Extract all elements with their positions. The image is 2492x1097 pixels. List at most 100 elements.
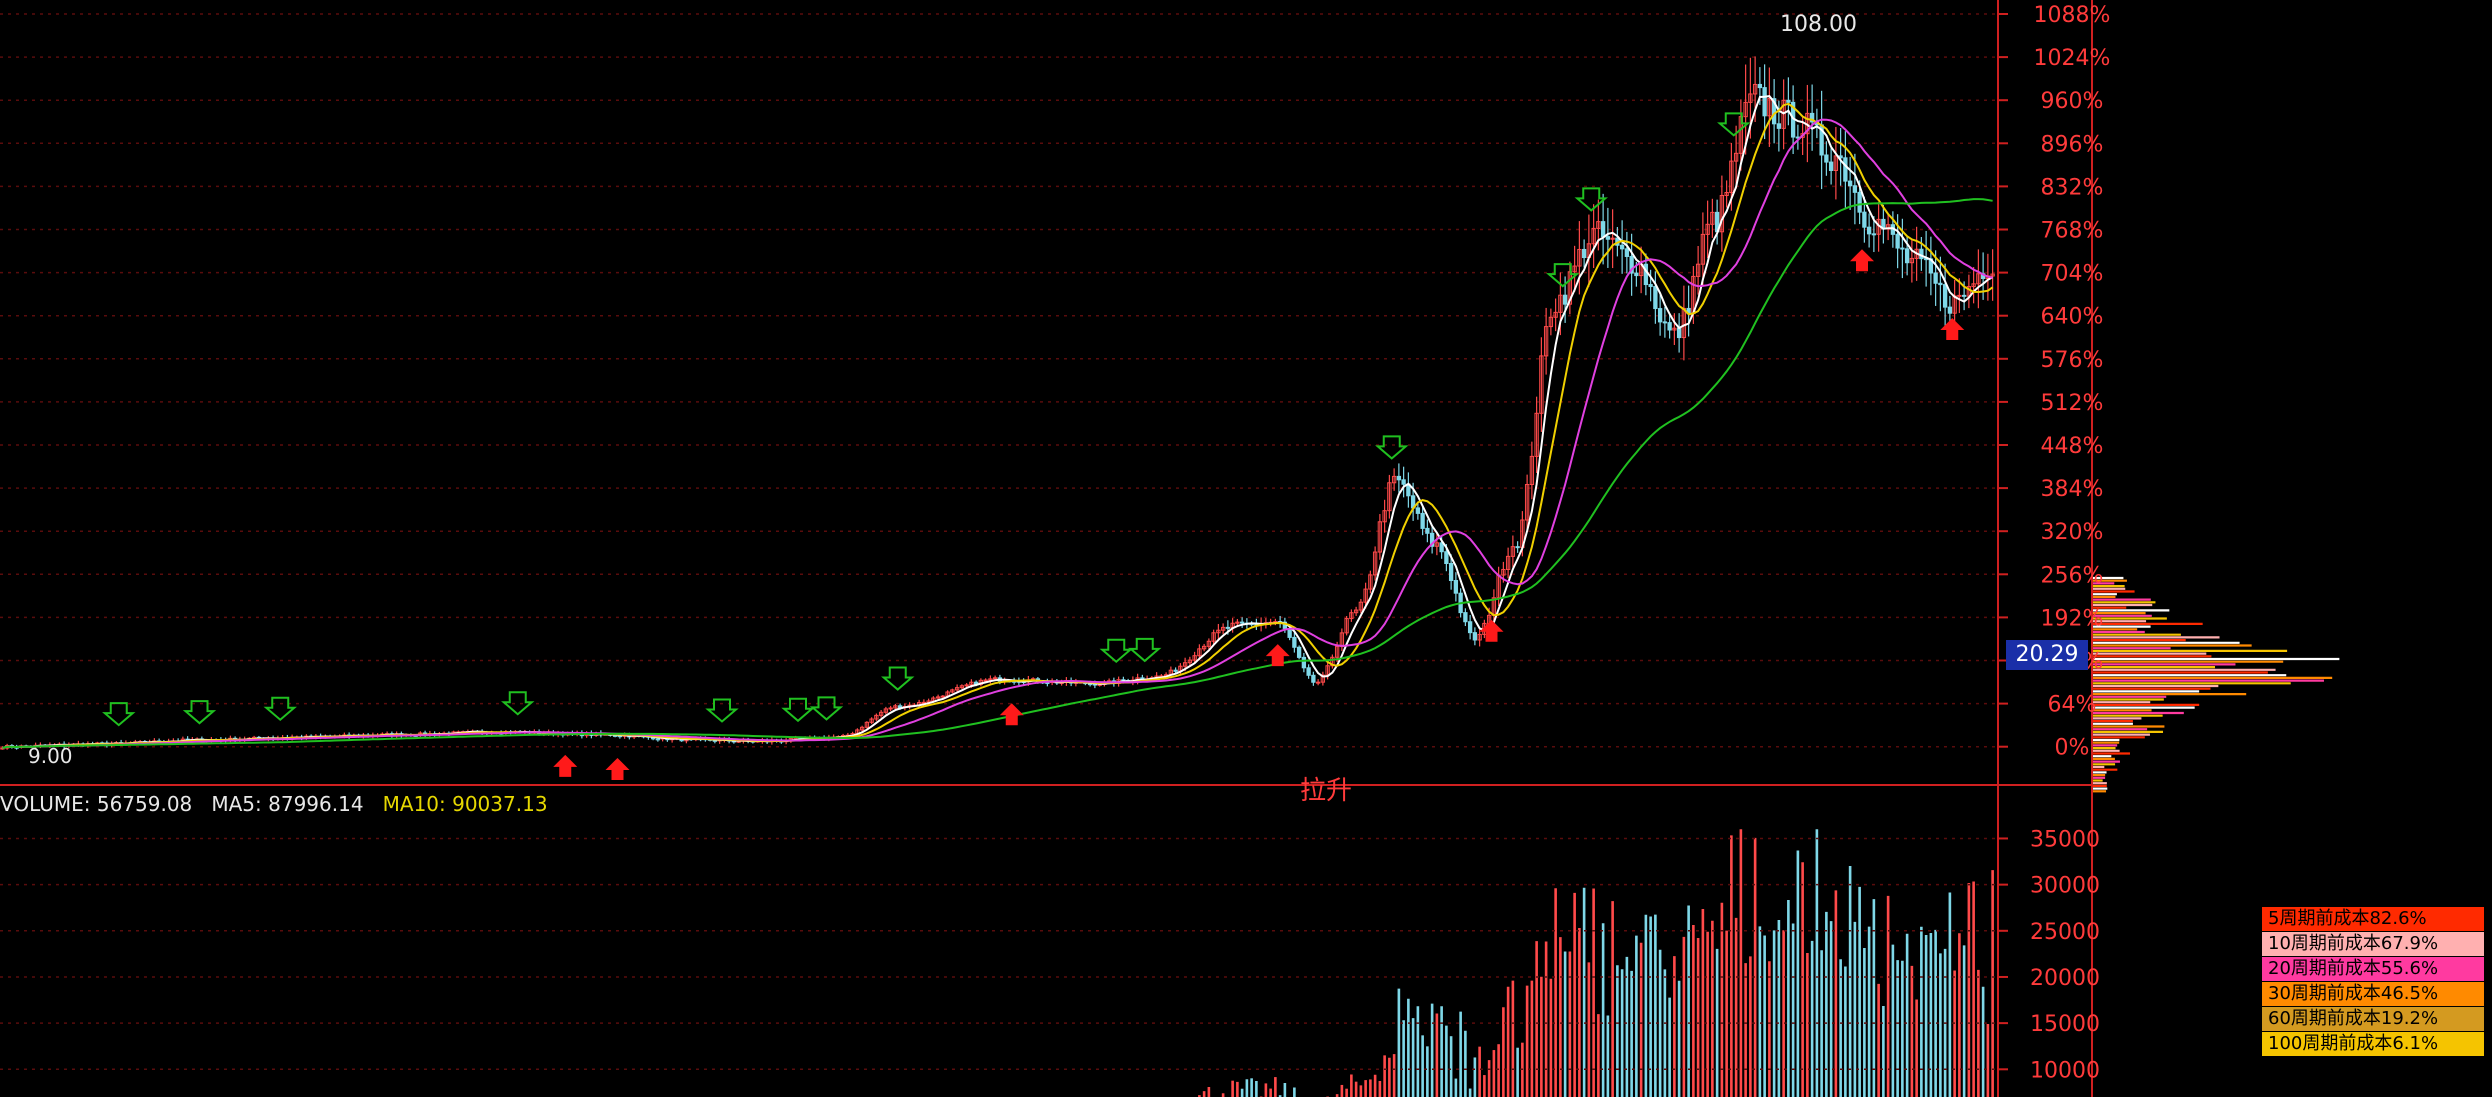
- candle-body: [954, 687, 960, 691]
- candle-body: [1377, 521, 1383, 553]
- price-tick-label: 960%: [2041, 89, 2104, 114]
- candle-body: [1705, 223, 1710, 235]
- lasheng-annotation: 拉升: [1300, 776, 1353, 806]
- candle-body: [1866, 226, 1872, 235]
- candle-body: [1349, 612, 1354, 620]
- candle-body: [1672, 327, 1677, 331]
- axes: [0, 0, 2093, 1097]
- volume-ma5: MA5: 87996.14: [211, 792, 364, 816]
- red-up-arrow: [999, 703, 1024, 726]
- candle-body: [1605, 236, 1611, 240]
- legend-5-period: 5周期前成本82.6%: [2262, 907, 2484, 931]
- start-price-label: 9.00: [28, 744, 73, 768]
- green-down-arrow: [1128, 637, 1162, 663]
- green-down-arrow: [781, 697, 815, 723]
- ma60-line: [2, 198, 1993, 749]
- price-tick-label: 256%: [2041, 563, 2104, 588]
- candle-body: [1548, 316, 1554, 328]
- candle-body: [1596, 221, 1601, 229]
- candle-body: [1781, 99, 1786, 129]
- red-up-arrow: [605, 757, 630, 780]
- candle-body: [869, 718, 874, 723]
- volume-ma10: MA10: 90037.13: [382, 792, 548, 816]
- candle-body: [1653, 286, 1658, 310]
- price-tick-label: 1088%: [2034, 3, 2111, 28]
- price-tick-label: 640%: [2041, 305, 2104, 330]
- candle-body: [1363, 588, 1368, 603]
- candle-body: [1358, 601, 1364, 611]
- candle-body: [1467, 621, 1473, 634]
- candle-body: [1895, 233, 1900, 249]
- candle-body: [1600, 221, 1606, 238]
- candle-body: [1501, 568, 1506, 576]
- candle-body: [1425, 527, 1430, 534]
- candle-body: [1857, 191, 1862, 213]
- candle-body: [1524, 484, 1530, 521]
- candle-body: [1743, 101, 1748, 118]
- price-axis-ticks: 1088% 1024% 960% 896% 832% 768% 704% 640% 576% 51…: [1998, 3, 2110, 761]
- red-up-arrow: [553, 754, 578, 777]
- candle-body: [1477, 633, 1482, 641]
- candle-body: [1320, 674, 1326, 683]
- candle-body: [959, 685, 965, 689]
- price-tick-label: 384%: [2041, 477, 2104, 502]
- candle-body: [1990, 273, 1995, 277]
- candle-body: [1558, 294, 1563, 313]
- green-down-arrow: [881, 666, 915, 691]
- candle-body: [1197, 648, 1202, 657]
- volume-axis-ticks: 35000 30000 25000 20000 15000 10000: [0, 827, 2100, 1083]
- volume-value: VOLUME: 56759.08: [0, 792, 193, 816]
- candle-body: [1591, 227, 1596, 245]
- candle-body: [1225, 626, 1231, 629]
- candle-body: [1852, 185, 1858, 193]
- candle-body: [1976, 273, 1981, 285]
- price-tick-label: 192%: [2041, 606, 2104, 631]
- candle-body: [964, 684, 969, 687]
- candle-body: [1833, 155, 1839, 171]
- candle-body: [1919, 248, 1924, 260]
- candle-body: [1909, 257, 1915, 264]
- price-gridlines: [0, 13, 1998, 748]
- candle-body: [859, 726, 865, 731]
- candle-body: [1387, 482, 1392, 512]
- candle-body: [1900, 247, 1905, 250]
- candle-body: [1957, 294, 1962, 297]
- candle-body: [893, 705, 898, 709]
- candle-body: [864, 721, 870, 728]
- legend-20-period: 20周期前成本55.6%: [2262, 957, 2484, 981]
- candle-body: [950, 689, 955, 693]
- candle-body: [1372, 551, 1378, 576]
- candle-body: [1629, 255, 1634, 274]
- legend-10-period: 10周期前成本67.9%: [2262, 932, 2484, 956]
- candle-body: [1239, 621, 1245, 624]
- candle-body: [1938, 282, 1943, 286]
- candle-body: [935, 696, 941, 699]
- candle-body: [1762, 87, 1767, 117]
- candle-body: [1311, 674, 1316, 683]
- candle-body: [1534, 412, 1539, 457]
- volume-tick-label: 30000: [2030, 874, 2100, 899]
- candle-body: [1843, 157, 1848, 182]
- candle-body: [1847, 180, 1853, 187]
- green-down-arrow: [263, 696, 297, 722]
- green-down-arrow: [102, 702, 136, 727]
- green-down-arrow: [1717, 112, 1751, 137]
- candle-body: [1710, 211, 1715, 225]
- price-tick-label: 320%: [2041, 520, 2104, 545]
- candle-body: [878, 711, 884, 716]
- candle-body: [1192, 655, 1197, 661]
- candle-body: [1961, 294, 1967, 297]
- candle-body: [1942, 284, 1948, 308]
- candle-body: [1216, 629, 1221, 634]
- chip-distribution: [2093, 576, 2340, 793]
- candle-body: [1553, 311, 1558, 318]
- candle-body: [1301, 656, 1307, 669]
- candle-body: [1173, 669, 1178, 672]
- volume-tick-label: 35000: [2030, 827, 2100, 852]
- candle-body: [1292, 636, 1297, 648]
- candle-body: [1182, 662, 1188, 667]
- red-up-arrow: [1850, 249, 1874, 272]
- green-down-arrow: [1546, 263, 1580, 288]
- candle-body: [1933, 272, 1938, 284]
- candle-body: [1771, 98, 1777, 125]
